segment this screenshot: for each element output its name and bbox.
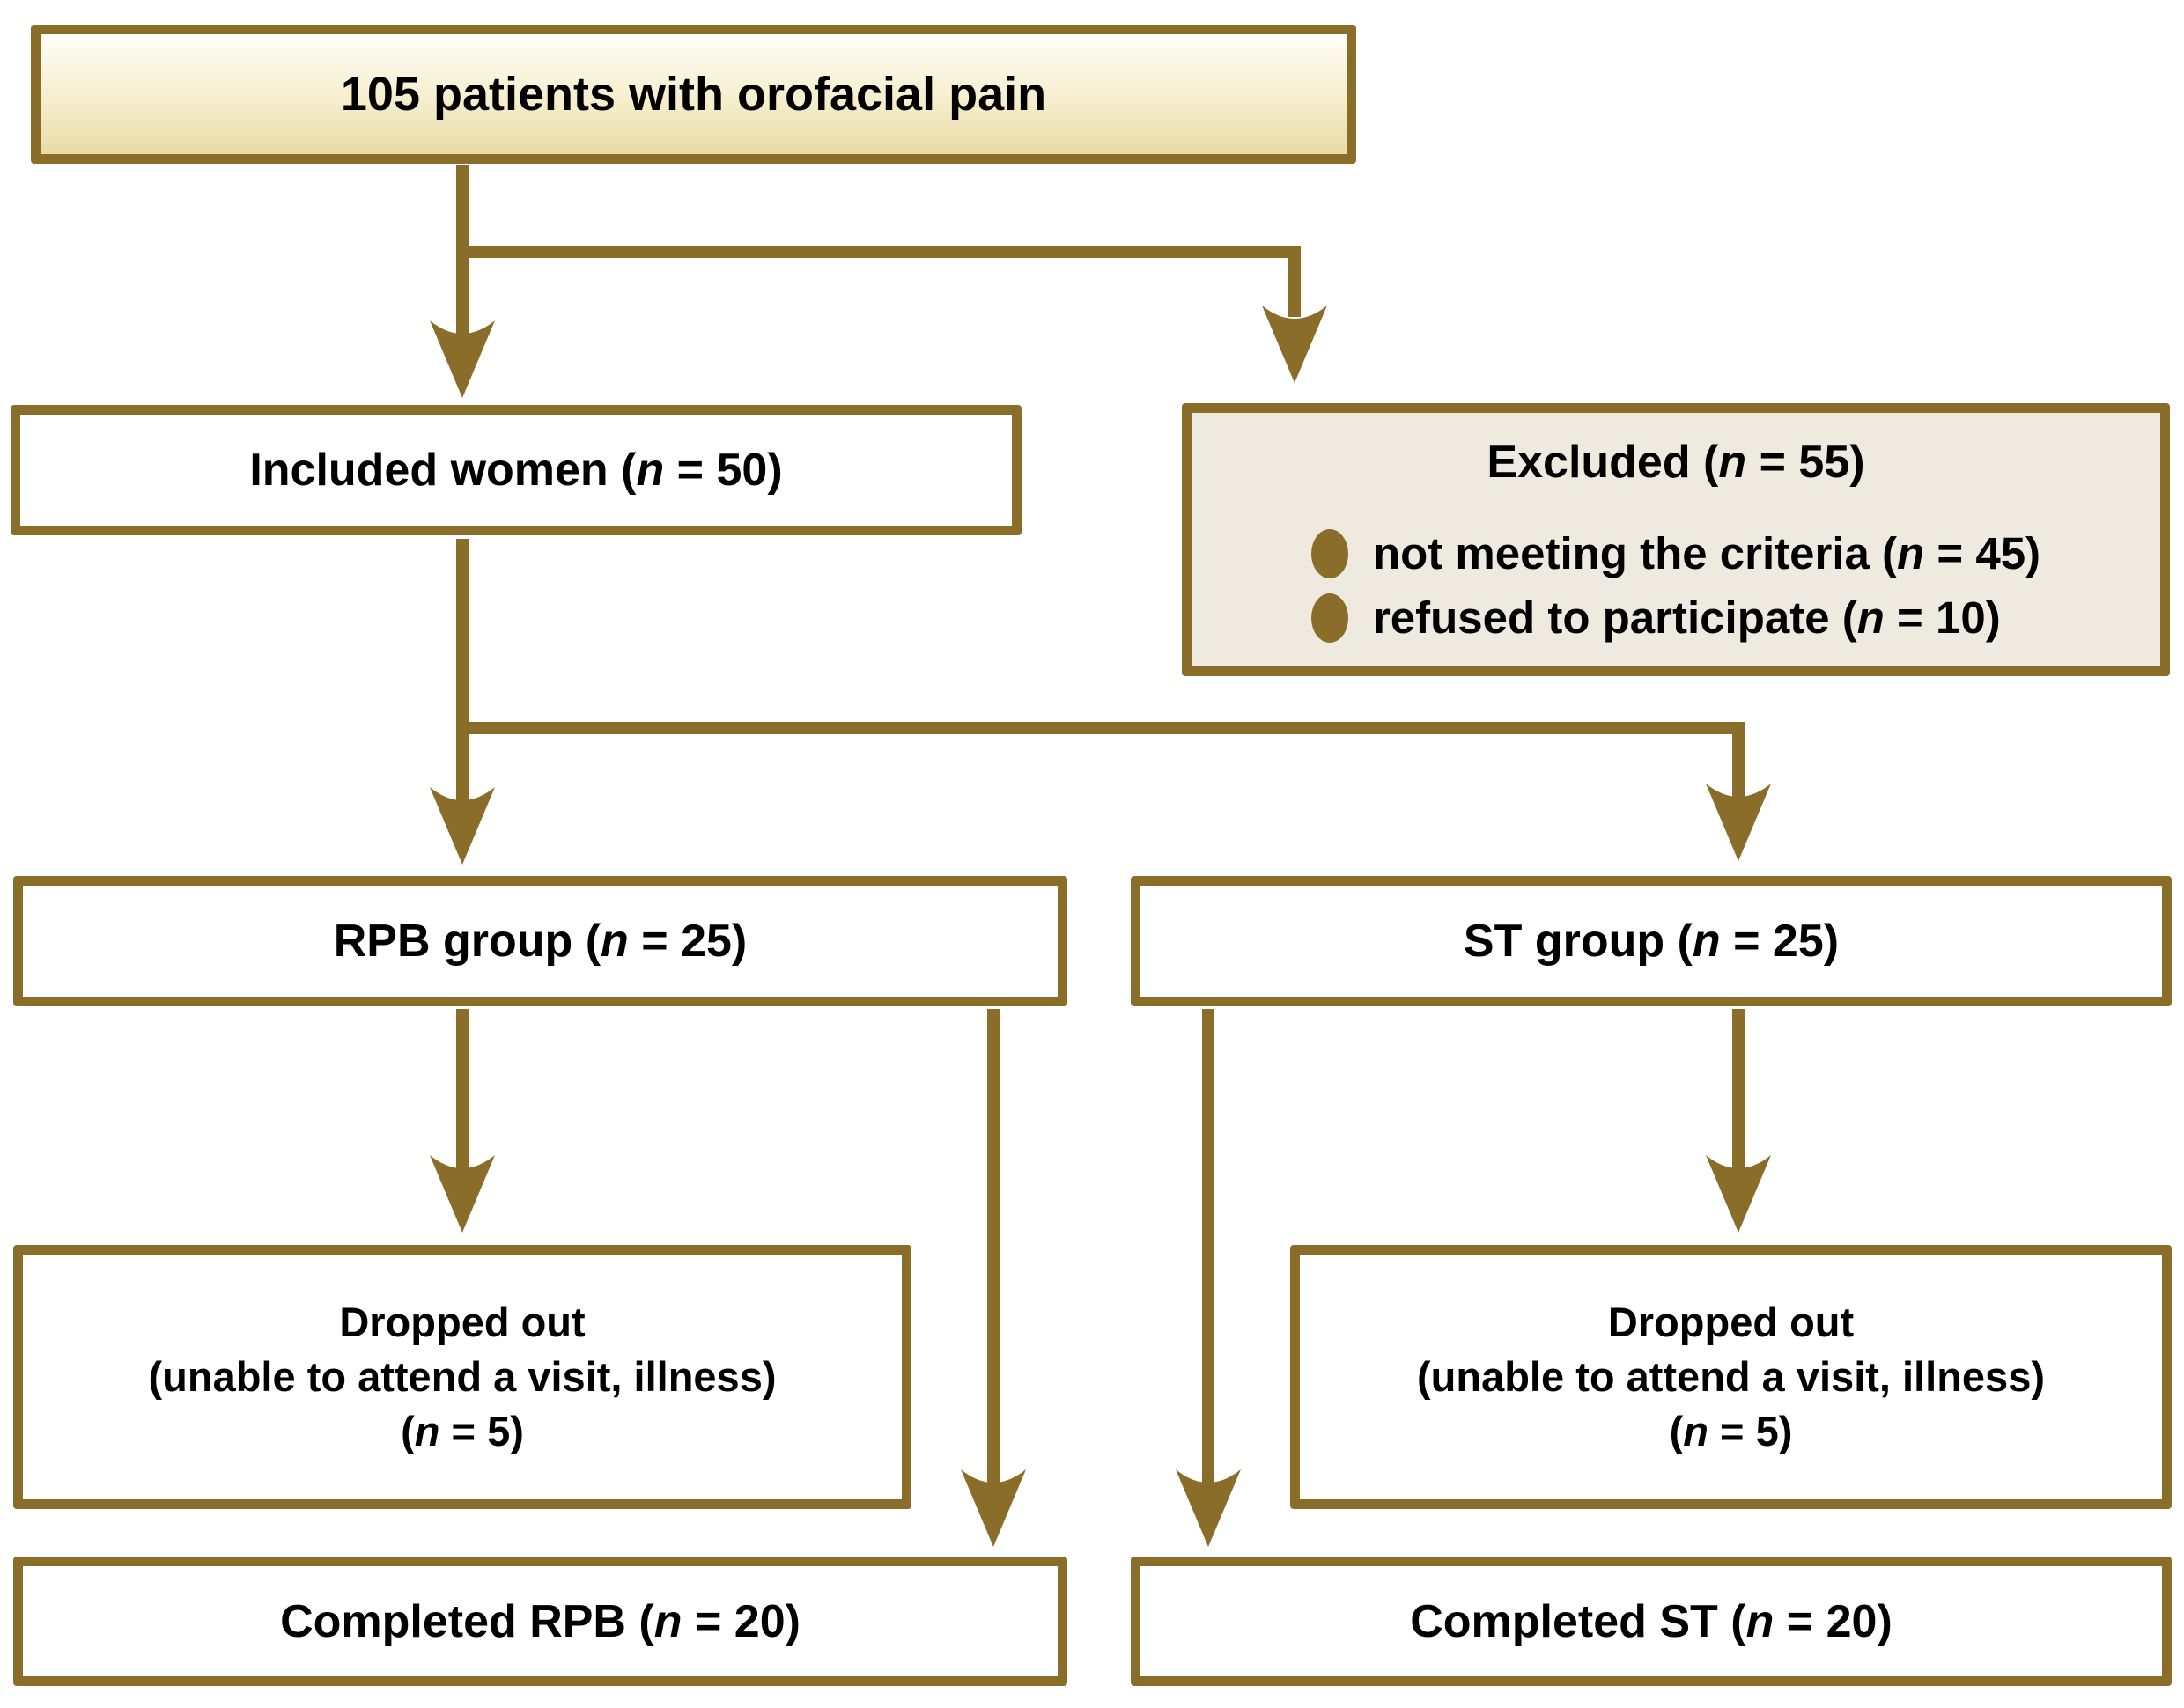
arrow-st-to-completed xyxy=(1176,1009,1241,1547)
label-post: = 20) xyxy=(682,1595,801,1647)
excluded-bullet-list: not meeting the criteria (n = 45) refuse… xyxy=(1290,527,2062,644)
box-st-group: ST group (n = 25) xyxy=(1131,876,2172,1006)
label-n: n xyxy=(1683,1408,1708,1455)
bullet-icon xyxy=(1310,593,1348,643)
label-post: = 25) xyxy=(1720,916,1840,967)
list-item: not meeting the criteria (n = 45) xyxy=(1310,527,2040,579)
arrow-shaft xyxy=(462,246,1301,317)
label-post: = 5) xyxy=(439,1408,524,1455)
box-included-women: Included women (n = 50) xyxy=(11,405,1022,535)
label-n: n xyxy=(1856,593,1885,643)
label-pre: Included women ( xyxy=(249,445,637,496)
arrow-rpb-to-completed xyxy=(961,1009,1026,1547)
label-pre: not meeting the criteria ( xyxy=(1372,528,1898,578)
label-post: = 45) xyxy=(1924,528,2041,578)
box-dropped-out-st: Dropped out (unable to attend a visit, i… xyxy=(1290,1245,2172,1509)
label-pre: refused to participate ( xyxy=(1372,593,1857,643)
arrowhead-icon xyxy=(1706,784,1771,861)
arrow-included-to-st xyxy=(462,722,1771,861)
arrowhead-icon xyxy=(1706,1155,1771,1233)
arrowhead-icon xyxy=(1176,1469,1241,1547)
box-completed-rpb: Completed RPB (n = 20) xyxy=(13,1557,1067,1686)
box-label: Completed ST (n = 20) xyxy=(1410,1595,1893,1648)
box-excluded: Excluded (n = 55) not meeting the criter… xyxy=(1182,403,2170,676)
label-n: n xyxy=(636,445,665,496)
dropped-line1: Dropped out xyxy=(339,1298,586,1345)
dropped-line3: (n = 5) xyxy=(1670,1404,1793,1459)
box-completed-st: Completed ST (n = 20) xyxy=(1131,1557,2172,1686)
label-post: = 10) xyxy=(1884,593,2001,643)
label-n: n xyxy=(1692,916,1721,967)
arrow-rpb-to-dropped xyxy=(430,1009,495,1233)
box-total-patients: 105 patients with orofacial pain xyxy=(31,25,1356,164)
box-label: RPB group (n = 25) xyxy=(334,915,747,968)
label-pre: 105 patients with orofacial pain xyxy=(340,68,1047,121)
arrow-included-to-rpb xyxy=(430,539,495,865)
box-rpb-group: RPB group (n = 25) xyxy=(13,876,1067,1006)
dropped-line1: Dropped out xyxy=(1607,1298,1855,1345)
bullet-label: not meeting the criteria (n = 45) xyxy=(1373,527,2040,579)
label-n: n xyxy=(653,1595,682,1647)
label-n: n xyxy=(414,1408,440,1455)
label-post: = 20) xyxy=(1774,1595,1893,1647)
arrowhead-icon xyxy=(430,320,495,398)
box-label: ST group (n = 25) xyxy=(1464,915,1839,968)
arrowhead-icon xyxy=(1262,306,1327,383)
label-n: n xyxy=(1745,1595,1774,1647)
label-pre: ST group ( xyxy=(1463,916,1693,967)
box-label: 105 patients with orofacial pain xyxy=(341,67,1046,121)
dropped-line3: (n = 5) xyxy=(401,1404,524,1459)
label-pre: RPB group ( xyxy=(333,916,601,967)
dropped-line2: (unable to attend a visit, illness) xyxy=(148,1352,777,1400)
label-pre: Excluded ( xyxy=(1487,437,1719,488)
label-post: = 55) xyxy=(1746,437,1865,488)
label-post: = 5) xyxy=(1708,1408,1793,1455)
dropped-line2: (unable to attend a visit, illness) xyxy=(1417,1352,2045,1400)
label-post: = 50) xyxy=(664,445,783,496)
arrow-shaft xyxy=(462,722,1745,799)
label-pre: ( xyxy=(401,1408,415,1455)
label-n: n xyxy=(601,916,629,967)
label-pre: Completed ST ( xyxy=(1410,1595,1746,1647)
arrow-st-to-dropped xyxy=(1706,1009,1771,1233)
arrow-total-to-excluded xyxy=(462,246,1327,383)
box-label: Completed RPB (n = 20) xyxy=(280,1595,801,1648)
list-item: refused to participate (n = 10) xyxy=(1310,592,2001,644)
label-pre: Completed RPB ( xyxy=(280,1595,654,1647)
arrow-total-to-included xyxy=(430,165,495,398)
label-n: n xyxy=(1897,528,1925,578)
excluded-title: Excluded (n = 55) xyxy=(1487,436,1864,489)
arrowhead-icon xyxy=(430,1155,495,1233)
box-label: Included women (n = 50) xyxy=(249,444,782,497)
label-post: = 25) xyxy=(628,916,748,967)
label-n: n xyxy=(1718,437,1747,488)
bullet-label: refused to participate (n = 10) xyxy=(1373,592,2001,644)
arrowhead-icon xyxy=(430,787,495,865)
bullet-icon xyxy=(1310,528,1348,578)
box-dropped-out-rpb: Dropped out (unable to attend a visit, i… xyxy=(13,1245,911,1509)
arrowhead-icon xyxy=(961,1469,1026,1547)
label-pre: ( xyxy=(1669,1408,1684,1455)
